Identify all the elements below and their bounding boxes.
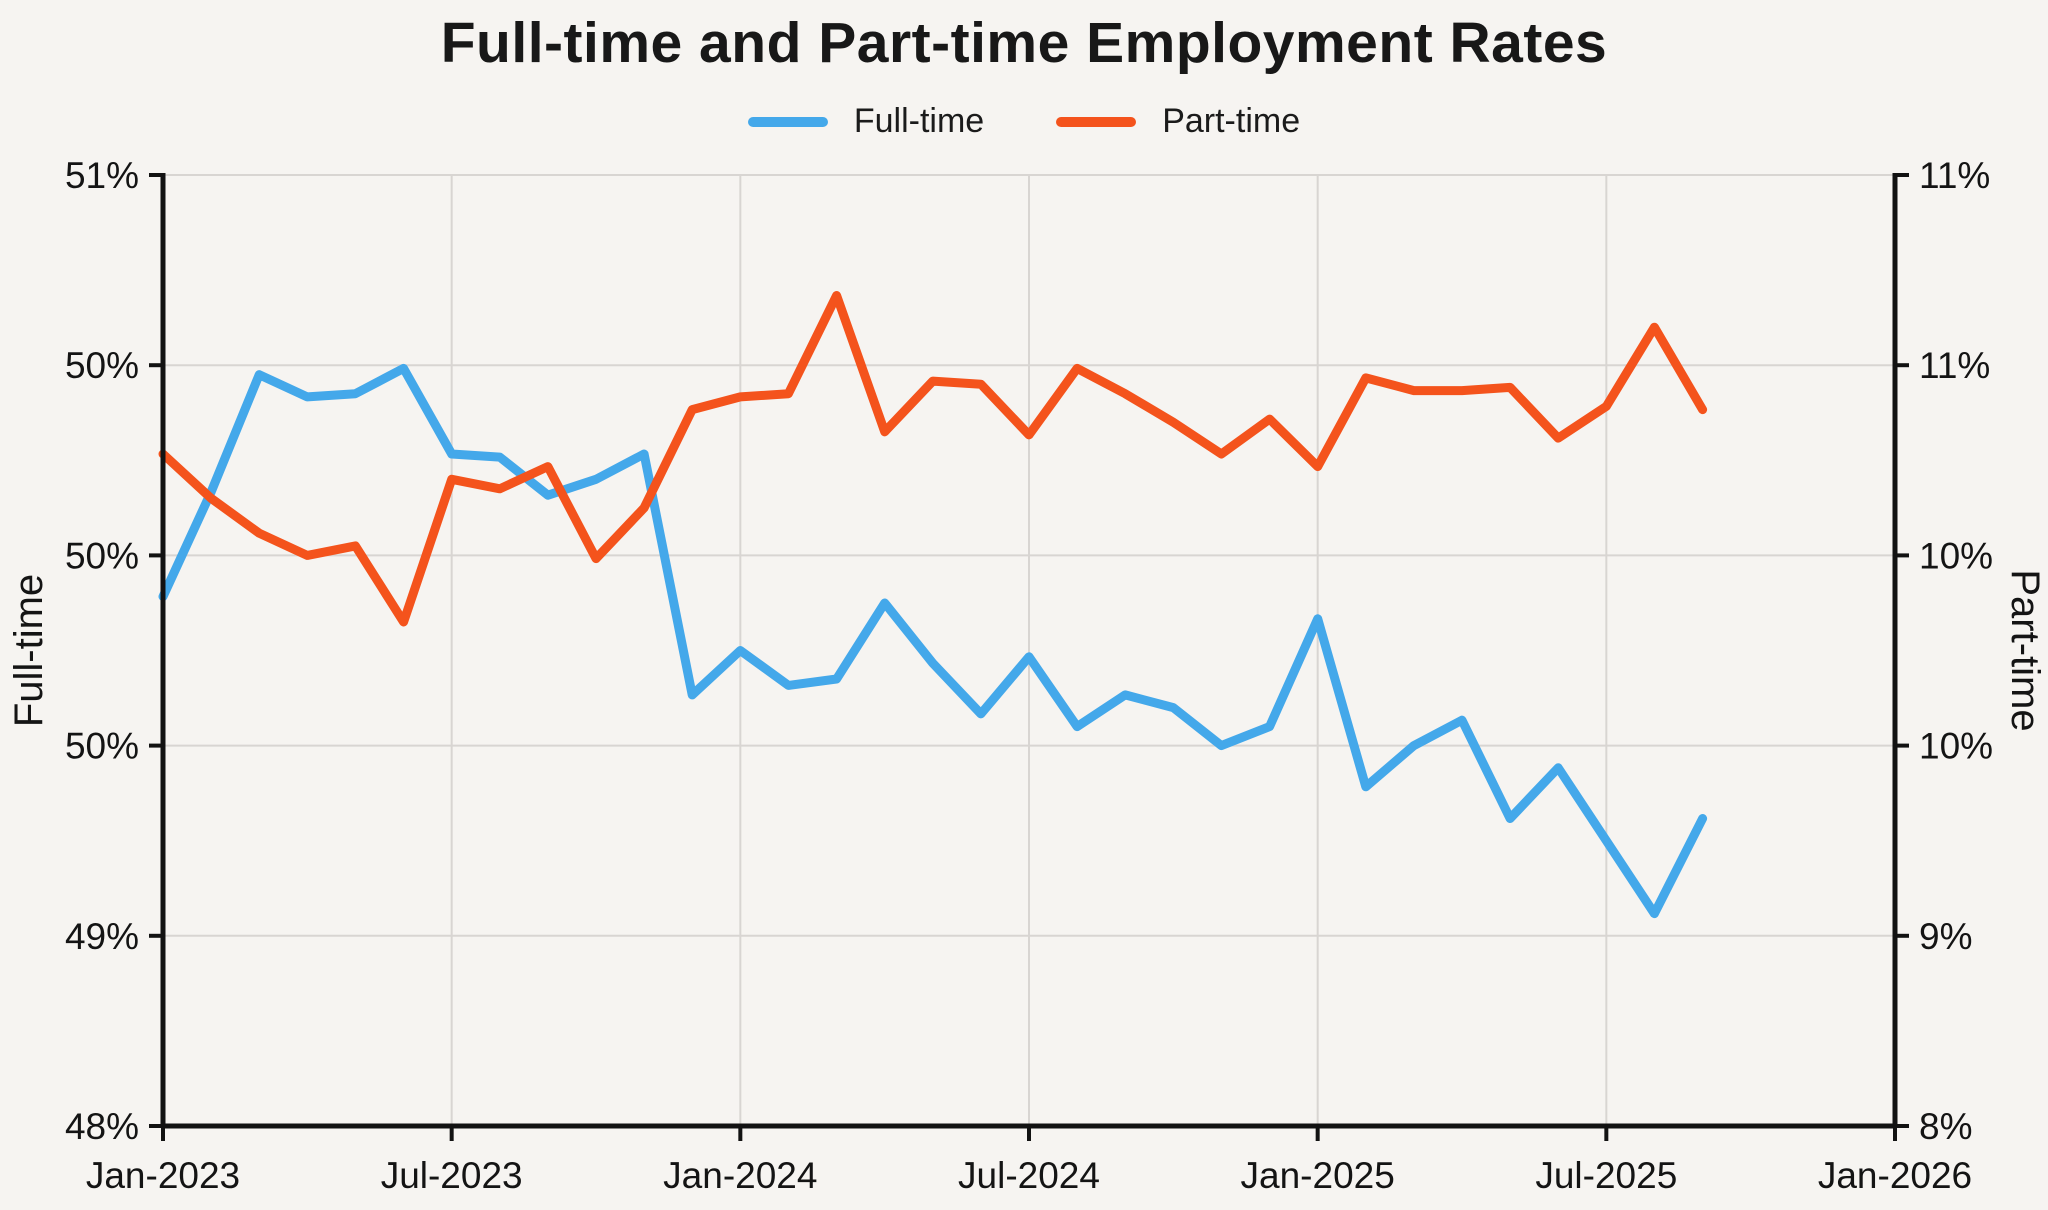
tick-labels: 51% 11% 50% 11% 50% 10% 50% 10% 49% 9% 48% 8% Jan-20… [65, 155, 1993, 1196]
legend-item-parttime: Part-time [1056, 102, 1300, 141]
x-tick-label: Jan-2023 [86, 1155, 240, 1196]
legend-item-fulltime: Full-time [747, 102, 985, 141]
x-tick-label: Jan-2024 [663, 1155, 817, 1196]
right-tick-label: 11% [1919, 155, 1990, 196]
chart-title: Full-time and Part-time Employment Rates [440, 11, 1608, 75]
parttime-line-swatch-icon [1056, 116, 1137, 127]
right-tick-label: 9% [1919, 916, 1972, 957]
legend: Full-time Part-time [0, 102, 2048, 141]
left-tick-label: 48% [65, 1106, 139, 1147]
legend-label-fulltime: Full-time [853, 102, 985, 140]
x-tick-label: Jul-2023 [381, 1155, 523, 1196]
left-tick-label: 50% [65, 535, 139, 576]
x-tick-label: Jan-2026 [1818, 1155, 1972, 1196]
right-tick-label: 11% [1919, 345, 1990, 386]
series-lines [158, 291, 1708, 919]
full-time-line [158, 363, 1708, 919]
fulltime-line-swatch-icon [747, 116, 828, 127]
legend-label-parttime: Part-time [1162, 102, 1301, 140]
right-tick-label: 8% [1919, 1106, 1972, 1147]
gridlines [163, 174, 1895, 1126]
left-tick-label: 49% [65, 916, 139, 957]
left-tick-label: 50% [65, 726, 139, 767]
part-time-line [158, 291, 1708, 627]
axis-spines [160, 173, 1898, 1129]
right-tick-label: 10% [1919, 726, 1993, 767]
left-tick-label: 50% [65, 345, 139, 386]
x-tick-label: Jul-2025 [1535, 1155, 1677, 1196]
x-tick-label: Jul-2024 [958, 1155, 1100, 1196]
axis-titles: Full-time Part-time [7, 569, 2047, 731]
x-tick-label: Jan-2025 [1241, 1155, 1395, 1196]
left-axis-title: Full-time [7, 574, 51, 727]
right-tick-label: 10% [1919, 535, 1993, 576]
right-axis-title: Part-time [2003, 569, 2047, 731]
left-tick-label: 51% [65, 155, 139, 196]
